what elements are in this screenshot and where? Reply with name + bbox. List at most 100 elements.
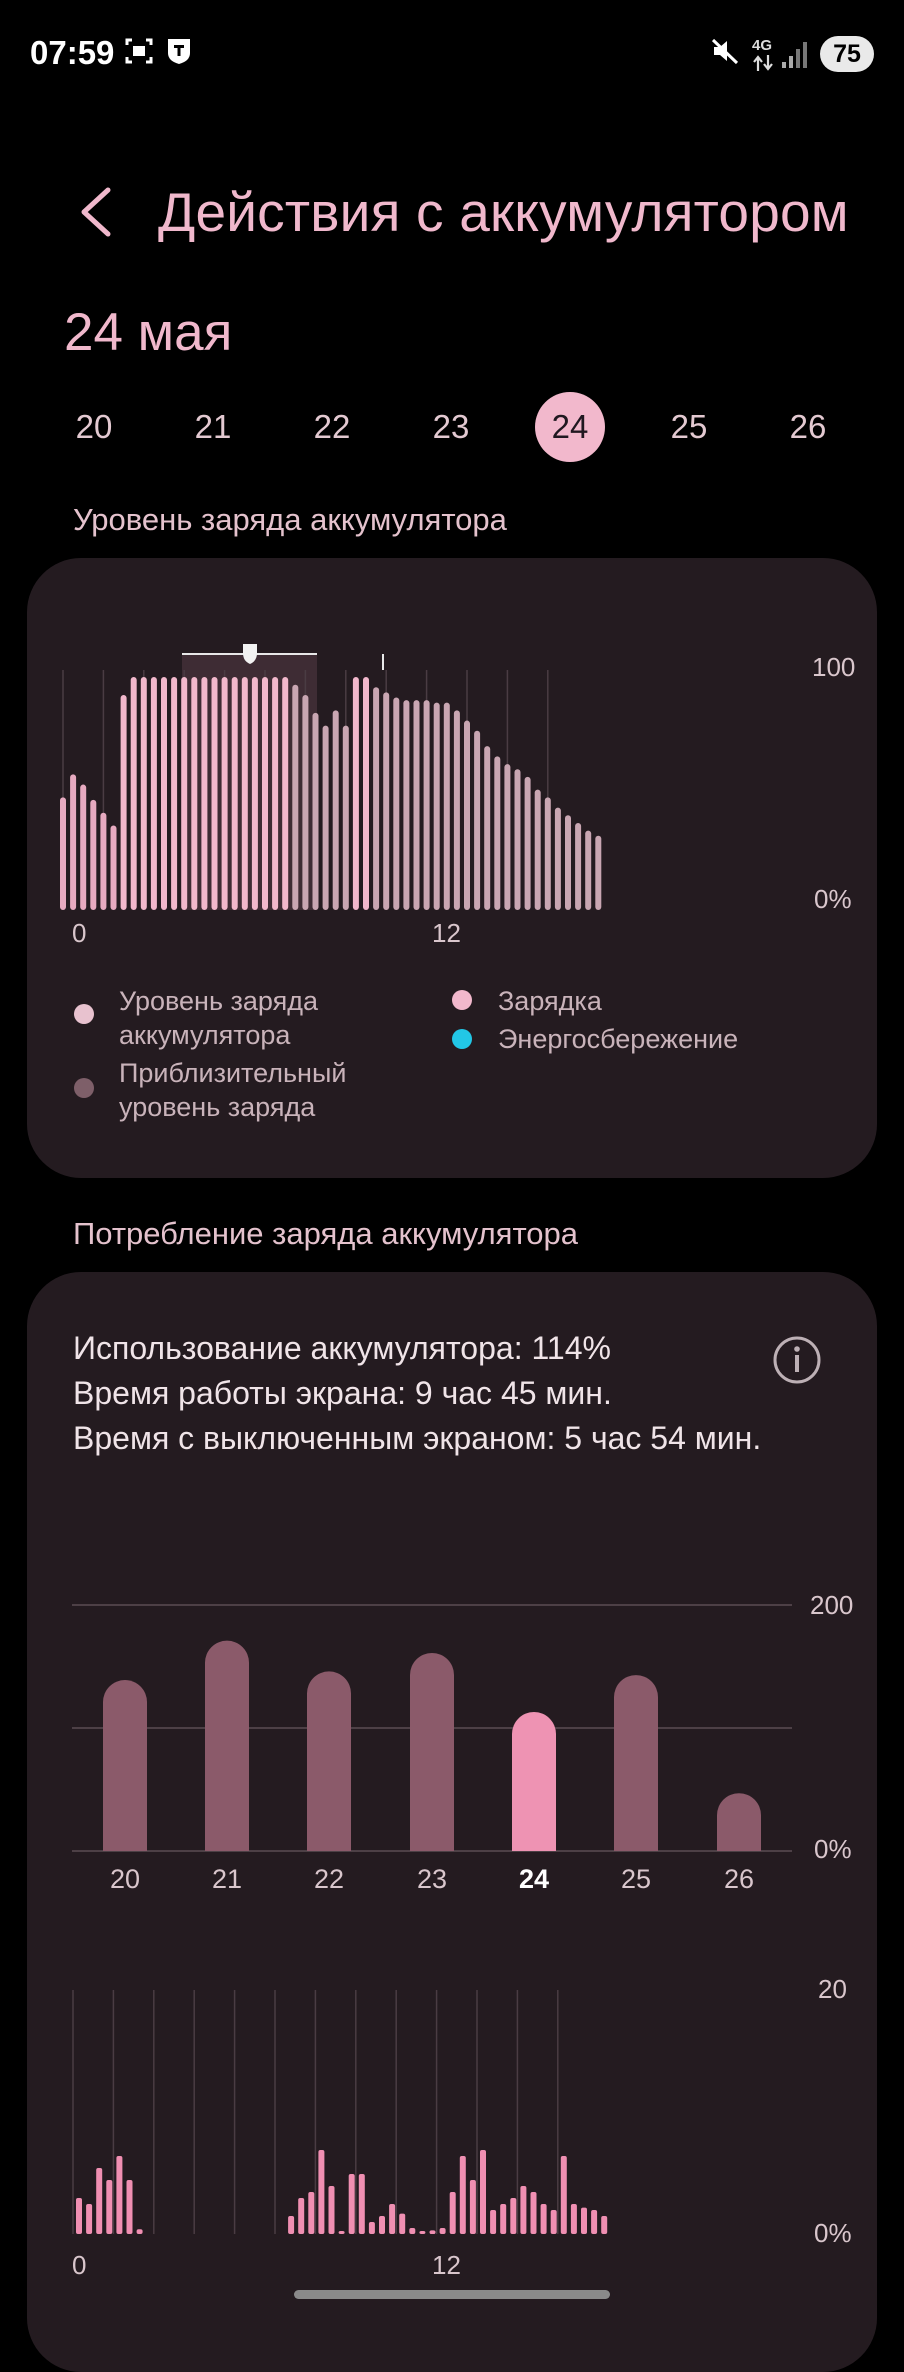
day-24-selected[interactable]: 24 [535, 392, 605, 462]
daily-bar [205, 1640, 249, 1851]
level-bar [342, 725, 349, 910]
level-bar [231, 677, 238, 910]
hourly-bar [298, 2198, 305, 2234]
level-bar [363, 677, 369, 910]
hourly-bar [409, 2228, 416, 2234]
level-bar [292, 684, 299, 910]
hourly-bar [348, 2174, 355, 2234]
level-y-bottom: 0% [814, 884, 852, 914]
daily-x-label: 26 [723, 1864, 755, 1894]
hourly-bar [520, 2186, 527, 2234]
hourly-bar [86, 2204, 93, 2234]
hourly-bar [570, 2204, 577, 2234]
legend-approx-dot [74, 1078, 94, 1098]
daily-bar [307, 1671, 351, 1851]
battery-level-section-label: Уровень заряда аккумулятора [73, 502, 507, 537]
hourly-bar [429, 2230, 436, 2234]
level-bar [403, 700, 410, 910]
hourly-bar [490, 2210, 497, 2234]
hourly-x-start: 0 [72, 2250, 87, 2280]
battery-level-card [27, 558, 877, 1178]
day-21[interactable]: 21 [194, 408, 232, 445]
hourly-bar [328, 2186, 335, 2234]
level-bar [211, 677, 218, 910]
level-bar [464, 720, 470, 910]
day-25[interactable]: 25 [670, 408, 708, 445]
daily-x-label: 22 [313, 1864, 345, 1894]
level-bar [322, 725, 329, 910]
hourly-bar [560, 2156, 567, 2234]
level-bar [302, 694, 309, 910]
daily-consumption-chart [72, 1604, 792, 1852]
level-bar [575, 822, 582, 910]
hourly-bar [500, 2204, 507, 2234]
level-bar [393, 697, 400, 910]
info-icon[interactable] [772, 1335, 822, 1385]
mute-icon [711, 38, 739, 65]
hourly-bar [76, 2198, 82, 2234]
daily-bar [103, 1680, 147, 1851]
hourly-bar [469, 2180, 476, 2234]
hourly-y-bottom: 0% [814, 2218, 852, 2248]
day-22[interactable]: 22 [313, 408, 351, 445]
level-bar [140, 677, 147, 910]
screenshot-icon [125, 38, 153, 64]
level-bar [453, 710, 460, 910]
level-bar [251, 677, 258, 910]
home-indicator[interactable] [294, 2290, 610, 2299]
battery-level: 75 [820, 36, 874, 72]
signal-icon [782, 42, 807, 68]
level-bar [110, 825, 117, 910]
level-bar [161, 677, 167, 910]
screen-on-time-text: Время работы экрана: 9 час 45 мин. [73, 1375, 612, 1411]
hourly-bar [116, 2156, 123, 2234]
daily-bar-selected [512, 1712, 556, 1851]
level-bar [272, 677, 279, 910]
legend-approx-label: Приблизительный уровень заряда [119, 1058, 347, 1122]
level-bar [201, 677, 208, 910]
day-23[interactable]: 23 [432, 408, 470, 445]
level-bar [312, 712, 319, 910]
back-button[interactable] [68, 180, 124, 244]
level-bar [221, 677, 228, 910]
hourly-bar [480, 2150, 486, 2234]
day-26[interactable]: 26 [789, 408, 827, 445]
hourly-bar [530, 2192, 537, 2234]
hourly-bar [379, 2216, 385, 2234]
daily-y-top: 200 [810, 1590, 854, 1620]
level-bar [191, 677, 198, 910]
hourly-bar [389, 2204, 396, 2234]
hourly-x-mid: 12 [432, 2250, 461, 2280]
hourly-bar [288, 2216, 295, 2234]
daily-x-label: 20 [109, 1864, 141, 1894]
level-bar [282, 677, 289, 910]
level-bar [494, 756, 501, 910]
hourly-bar [510, 2198, 517, 2234]
level-bar [90, 799, 97, 910]
legend-level-dot [74, 1004, 94, 1024]
level-bar [241, 677, 248, 910]
daily-bar [410, 1652, 454, 1851]
level-bar [524, 776, 531, 910]
hourly-bar [136, 2229, 143, 2234]
level-bar [150, 677, 157, 910]
level-bar [423, 700, 430, 910]
daily-y-bottom: 0% [814, 1834, 852, 1864]
legend-charging-label: Зарядка [498, 986, 602, 1016]
level-bar [80, 784, 87, 910]
hourly-bar [550, 2210, 557, 2234]
level-bar [544, 797, 551, 910]
day-20[interactable]: 20 [75, 408, 113, 445]
daily-x-label: 21 [211, 1864, 243, 1894]
data-arrows-icon [753, 55, 773, 71]
hourly-bar [439, 2228, 446, 2234]
hourly-consumption-chart [72, 1990, 608, 2234]
level-bar [595, 835, 602, 910]
hourly-bar [581, 2207, 587, 2234]
hourly-bar [601, 2216, 608, 2234]
level-bar [171, 677, 178, 910]
level-bar [514, 769, 521, 910]
hourly-bar [368, 2222, 375, 2234]
hourly-bar [591, 2210, 598, 2234]
level-y-top: 100 [812, 652, 856, 682]
